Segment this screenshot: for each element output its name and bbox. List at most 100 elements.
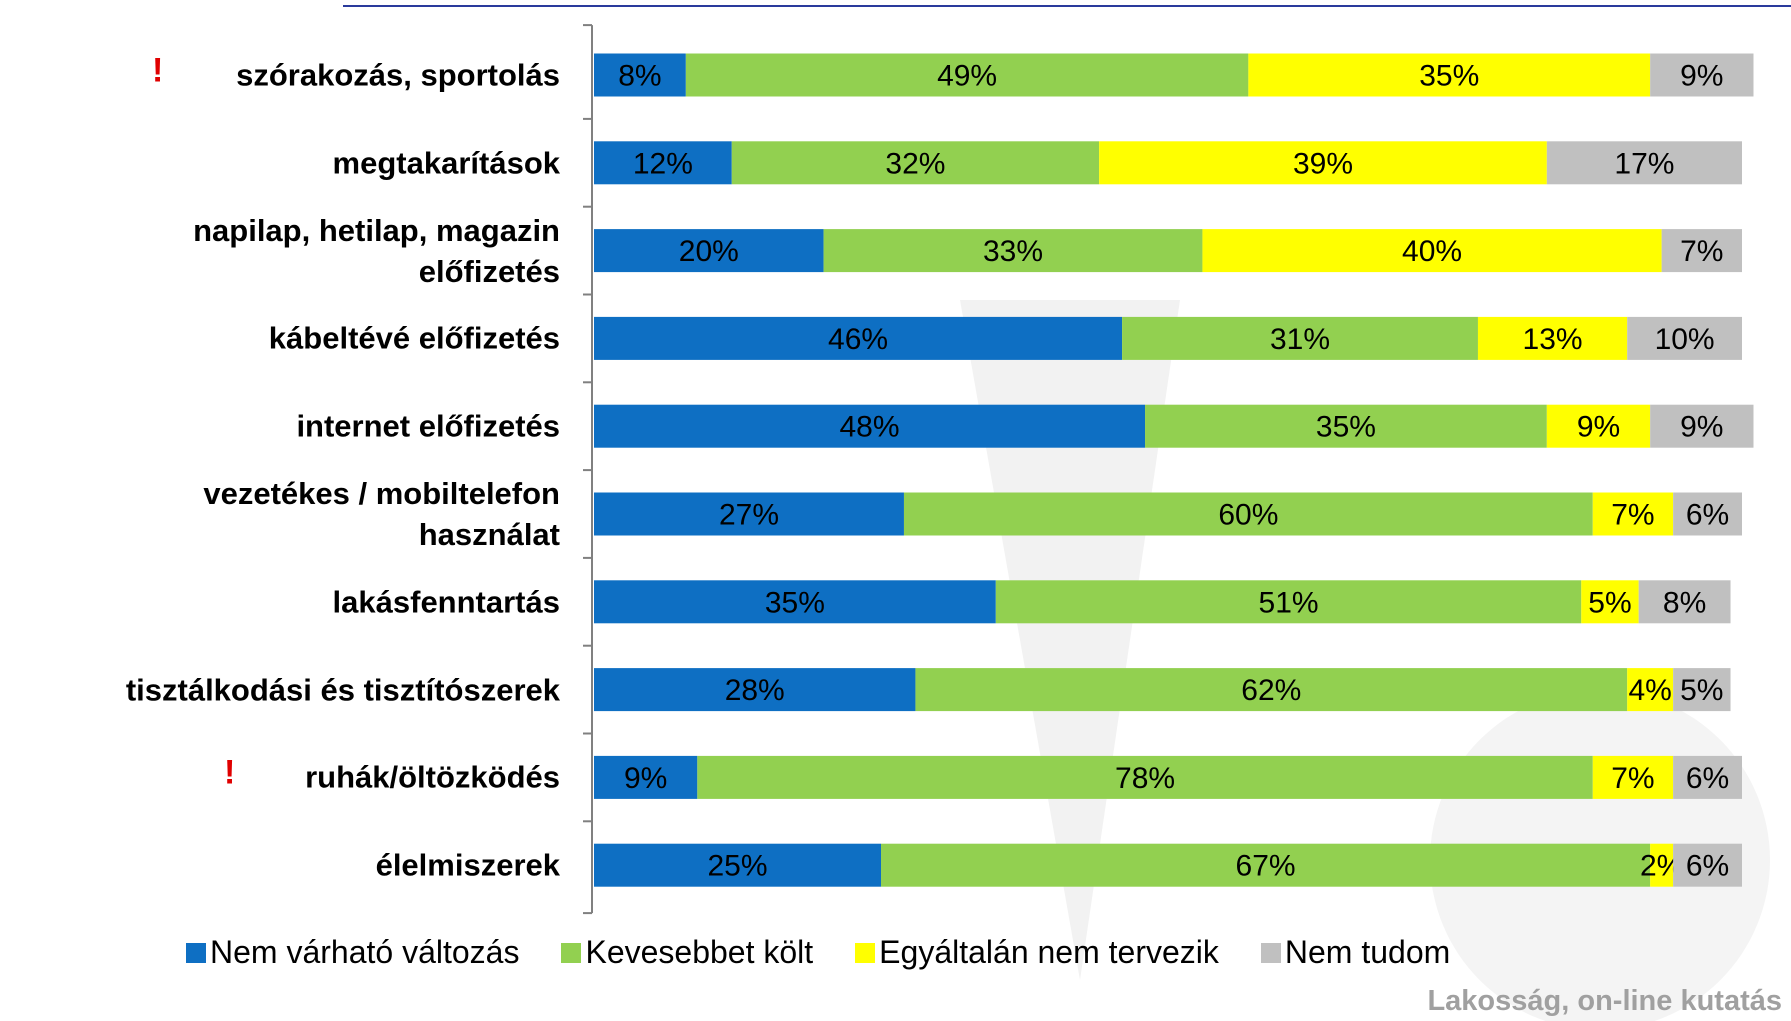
legend-swatch [561,942,582,963]
bar-segment [1661,229,1742,273]
legend-label: Egyáltalán nem tervezik [879,934,1219,970]
data-label: 62% [1241,674,1301,707]
data-label: 8% [1663,586,1706,619]
data-label: 12% [633,147,693,180]
bar-segment [1477,316,1628,360]
bar-segment [1592,492,1674,536]
legend-label: Nem tudom [1284,934,1451,970]
bar-segment [881,843,1651,887]
data-label: 48% [839,411,899,444]
category-label: lakásfenntartás [332,584,560,620]
data-label: 7% [1611,499,1654,532]
bar-segment [1673,492,1742,536]
bar-segment [594,53,686,97]
bar-segment [697,755,1593,799]
data-label: 8% [618,60,661,93]
category-label: tisztálkodási és tisztítószerek [125,672,560,708]
legend-item: Nem tudom [1260,934,1451,971]
data-label: 13% [1523,323,1583,356]
data-label: 49% [937,60,997,93]
bar-segment [1546,404,1651,448]
data-label: 6% [1686,499,1729,532]
annotation: ! [152,51,164,90]
bar-segment [995,580,1582,624]
category-label: kábeltévé előfizetés [268,320,560,356]
data-label: 20% [679,235,739,268]
category-label: ruhák/öltözködés [305,759,560,795]
bar-segment [1627,316,1742,360]
data-label: 67% [1236,850,1296,883]
background-decoration [960,300,1180,980]
category-label: internet előfizetés [296,408,560,444]
bar-segment [594,843,881,887]
data-label: 31% [1270,323,1330,356]
bar-segment [915,668,1628,712]
data-label: 40% [1402,235,1462,268]
bar-segment [1673,668,1731,712]
bar-segment [1650,53,1754,97]
data-label: 28% [725,674,785,707]
data-label: 78% [1115,762,1175,795]
bar-segment [1638,580,1731,624]
legend: Nem várható változás Kevesebbet költ Egyál… [186,934,1450,971]
bar-segment [1248,53,1651,97]
data-label: 35% [765,586,825,619]
bar-segment [903,492,1593,536]
plot-area: 8% 49% 35% 9% 12% 32% 39% 17% 20% 33% 40% 7% 46% 31% 1… [583,24,1754,915]
annotation: ! [224,753,236,792]
bar-segment [1581,580,1639,624]
bar-segment [1673,755,1742,799]
legend-swatch [1260,942,1281,963]
bar-segment [1673,843,1742,887]
bar-segment [1122,316,1478,360]
data-label: 35% [1419,60,1479,93]
data-label: 51% [1259,586,1319,619]
data-label: 4% [1628,674,1671,707]
category-label: napilap, hetilap, magazin előfizetés [193,212,560,289]
legend-item: Egyáltalán nem tervezik [855,934,1219,971]
bar-segment [594,492,904,536]
bar-segment [1627,668,1674,712]
bar-segment [594,229,824,273]
bar-segment [1650,404,1754,448]
bar-segment [1202,229,1662,273]
data-label: 46% [828,323,888,356]
data-label: 17% [1614,147,1674,180]
data-label: 35% [1316,411,1376,444]
data-label: 9% [624,762,667,795]
data-label: 33% [983,235,1043,268]
bar-segment [1099,141,1547,185]
bar-segment [594,316,1123,360]
bar-segment [685,53,1249,97]
bar-segment [1650,843,1674,887]
bar-segment [594,668,916,712]
legend-label: Kevesebbet költ [585,934,814,970]
data-label: 6% [1686,850,1729,883]
data-label: 6% [1686,762,1729,795]
data-label: 5% [1588,586,1631,619]
bar-segment [594,141,732,185]
bar-segment [1145,404,1547,448]
bar-segment [1546,141,1742,185]
bar-segment [594,580,996,624]
data-label: 25% [707,850,767,883]
legend-label: Nem várható változás [210,934,520,970]
legend-item: Kevesebbet költ [561,934,813,971]
data-label: 7% [1680,235,1723,268]
bar-segment [594,755,698,799]
data-label: 10% [1655,323,1715,356]
source: Lakosság, on-line kutatás [1427,985,1782,1017]
data-label: 9% [1680,60,1723,93]
data-label: 60% [1218,499,1278,532]
category-label: vezetékes / mobiltelefon használat [203,476,560,552]
data-label: 27% [719,499,779,532]
bar-segment [823,229,1203,273]
bar-segment [1592,755,1674,799]
data-label: 9% [1577,411,1620,444]
data-label: 5% [1680,674,1723,707]
legend-swatch [855,942,876,963]
data-label: 32% [885,147,945,180]
data-label: 39% [1293,147,1353,180]
bar-segment [594,404,1146,448]
